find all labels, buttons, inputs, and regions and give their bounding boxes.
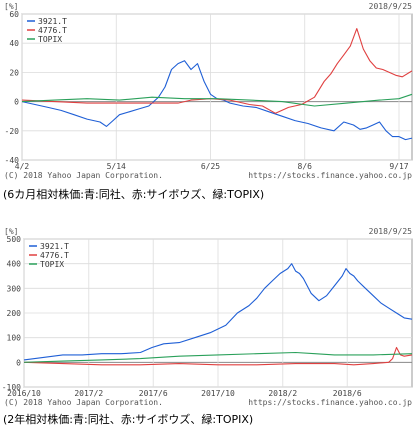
x-tick-label: 6/25 <box>201 162 220 171</box>
y-tick-label: 40 <box>9 39 19 48</box>
chart-2-year: [%] 2018/9/25 -100 0 100 200 300 400 500 2016/10 2… <box>0 225 415 410</box>
x-tick-label: 2017/10 <box>201 389 235 398</box>
x-tick-label: 2017/2 <box>74 389 103 398</box>
y-tick-label: 0 <box>16 358 21 367</box>
x-tick-label: 2016/10 <box>7 389 41 398</box>
unit-label: [%] <box>4 227 18 236</box>
copyright-text: (C) 2018 Yahoo Japan Corporation. <box>4 398 163 407</box>
x-tick-label: 2018/6 <box>333 389 362 398</box>
y-tick-label: 500 <box>7 235 22 244</box>
y-tick-label: -40 <box>5 156 20 165</box>
y-tick-label: 100 <box>7 334 22 343</box>
legend-label: TOPIX <box>40 260 64 269</box>
y-tick-label: 400 <box>7 260 22 269</box>
copyright-text: (C) 2018 Yahoo Japan Corporation. <box>4 171 163 180</box>
source-text: https://stocks.finance.yahoo.co.jp <box>248 171 412 180</box>
x-tick-label: 9/17 <box>389 162 408 171</box>
y-tick-label: -100 <box>2 383 21 392</box>
y-tick-label: 0 <box>14 98 19 107</box>
x-tick-label: 4/2 <box>15 162 30 171</box>
legend-label: TOPIX <box>38 35 62 44</box>
date-label: 2018/9/25 <box>369 2 413 11</box>
y-tick-label: -20 <box>5 127 20 136</box>
caption-6-month: (6カ月相対株価:青:同社、赤:サイボウズ、緑:TOPIX) <box>3 188 265 201</box>
chart-6-month: [%] 2018/9/25 -40 -20 0 20 40 60 4/2 5/14 6/25 8/6 9… <box>0 0 415 183</box>
x-tick-label: 2018/2 <box>268 389 297 398</box>
source-text: https://stocks.finance.yahoo.co.jp <box>248 398 412 407</box>
caption-2-year: (2年相対株価:青:同社、赤:サイボウズ、緑:TOPIX) <box>3 413 254 426</box>
legend-label: 3921.T <box>40 242 69 251</box>
series-line-topix <box>23 351 413 363</box>
y-tick-label: 200 <box>7 309 22 318</box>
date-label: 2018/9/25 <box>369 227 413 236</box>
series-line-topix <box>21 93 413 107</box>
series-line-4776-t <box>23 346 413 366</box>
series-line-3921-t <box>21 60 413 141</box>
legend-label: 4776.T <box>38 26 67 35</box>
y-tick-label: 20 <box>9 68 19 77</box>
series-line-3921-t <box>23 263 413 361</box>
unit-label: [%] <box>4 2 18 11</box>
chart-2-year-svg: [%] 2018/9/25 -100 0 100 200 300 400 500 2016/10 2… <box>2 227 413 407</box>
legend-label: 3921.T <box>38 17 67 26</box>
x-tick-label: 2017/6 <box>139 389 168 398</box>
legend-label: 4776.T <box>40 251 69 260</box>
x-tick-label: 5/14 <box>107 162 126 171</box>
x-tick-label: 8/6 <box>298 162 313 171</box>
y-tick-label: 60 <box>9 10 19 19</box>
series-line-4776-t <box>21 28 413 114</box>
y-tick-label: 300 <box>7 284 22 293</box>
plot-area <box>21 13 413 161</box>
chart-6-month-svg: [%] 2018/9/25 -40 -20 0 20 40 60 4/2 5/14 6/25 8/6 9… <box>4 2 413 180</box>
